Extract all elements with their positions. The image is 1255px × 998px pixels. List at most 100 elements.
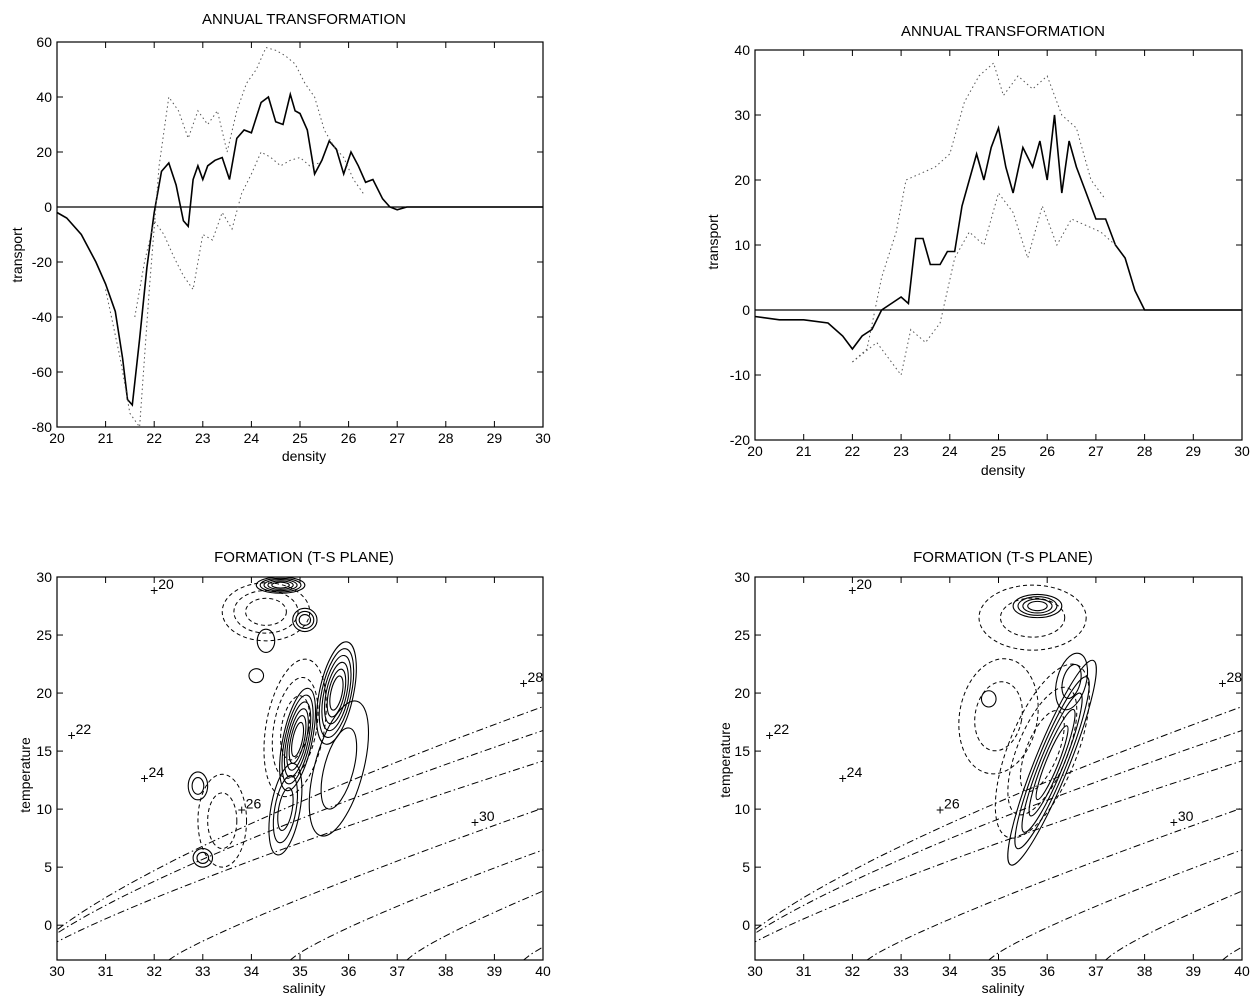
panel-4-title: FORMATION (T-S PLANE): [913, 549, 1093, 566]
positive-formation-contour: [1027, 600, 1048, 612]
x-tick-label: 29: [487, 430, 503, 446]
x-tick-label: 33: [893, 963, 909, 979]
x-tick-label: 22: [146, 430, 162, 446]
x-tick-label: 33: [195, 963, 211, 979]
positive-formation-contour: [1014, 676, 1090, 850]
y-tick-label: 20: [36, 685, 52, 701]
isopycnal-label: 24: [148, 764, 164, 780]
panel-3-xlabel: salinity: [283, 980, 326, 996]
x-tick-label: 26: [1039, 443, 1055, 459]
isopycnal-marker: +: [238, 801, 246, 817]
x-tick-label: 30: [535, 430, 551, 446]
isopycnal-marker: +: [839, 770, 847, 786]
negative-formation-contour: [978, 584, 1087, 651]
isopycnal-marker: +: [150, 582, 158, 598]
positive-formation-contour: [1035, 725, 1069, 801]
isopycnal-marker: +: [848, 582, 856, 598]
positive-formation-contour: [298, 613, 312, 626]
isopycnal-label: 22: [76, 721, 92, 737]
isopycnal-line: [168, 807, 543, 960]
isopycnal-line: [57, 760, 543, 943]
x-tick-label: 24: [942, 443, 958, 459]
isopycnal-label: 26: [944, 795, 960, 811]
x-tick-label: 20: [747, 443, 763, 459]
negative-formation-contour: [280, 695, 311, 761]
x-tick-label: 38: [438, 963, 454, 979]
isopycnal-label: 26: [246, 795, 262, 811]
y-tick-label: -20: [730, 432, 750, 448]
x-tick-label: 23: [195, 430, 211, 446]
negative-formation-contour: [197, 773, 248, 868]
positive-formation-contour: [187, 771, 209, 801]
y-tick-label: 20: [734, 685, 750, 701]
positive-formation-contour: [191, 777, 205, 795]
isopycnal-line: [1105, 890, 1242, 960]
x-tick-label: 36: [1039, 963, 1055, 979]
isopycnal-line: [289, 849, 543, 960]
y-tick-label: 15: [36, 743, 52, 759]
isopycnal-marker: +: [1218, 675, 1226, 691]
x-tick-label: 40: [1234, 963, 1250, 979]
y-tick-label: 25: [36, 627, 52, 643]
positive-formation-contour: [1012, 593, 1063, 619]
positive-formation-contour: [1007, 659, 1097, 866]
isopycnal-marker: +: [766, 727, 774, 743]
panel-1-axes: 20 21 22 23 24 25 26 27 28 29 30 -80 -60 -40 -20 0 20 40 6…: [32, 34, 551, 446]
y-tick-label: -40: [32, 309, 52, 325]
positive-formation-contour: [281, 694, 314, 785]
positive-formation-contour: [279, 687, 317, 792]
y-tick-label: 0: [44, 199, 52, 215]
y-tick-label: 0: [742, 302, 750, 318]
positive-formation-contour: [268, 762, 303, 856]
x-tick-label: 36: [341, 963, 357, 979]
x-tick-label: 24: [244, 430, 260, 446]
positive-formation-contour: [980, 690, 997, 708]
x-tick-label: 20: [49, 430, 65, 446]
isopycnal-line: [755, 729, 1242, 934]
positive-formation-contour: [263, 579, 298, 592]
x-tick-label: 21: [796, 443, 812, 459]
positive-formation-contour: [272, 774, 299, 844]
positive-formation-contour: [1055, 652, 1089, 711]
positive-formation-contour: [259, 577, 302, 593]
positive-formation-contour: [329, 675, 344, 711]
x-tick-label: 31: [796, 963, 812, 979]
x-tick-label: 37: [1088, 963, 1104, 979]
x-tick-label: 35: [292, 963, 308, 979]
isopycnal-label: 30: [479, 808, 495, 824]
x-tick-label: 23: [893, 443, 909, 459]
negative-formation-contour: [221, 582, 311, 642]
positive-formation-contour: [277, 787, 294, 832]
panel-3-ylabel: temperature: [17, 737, 33, 813]
x-tick-label: 37: [389, 963, 405, 979]
panel-2-xlabel: density: [981, 462, 1025, 478]
positive-formation-contour: [1017, 596, 1058, 616]
isopycnal-label: 20: [856, 576, 872, 592]
x-tick-label: 26: [341, 430, 357, 446]
plot-layer: 20 21 22 23 24 25 26 27 28 29 30 -80 -60 -40 -20 0 20 40 6…: [32, 34, 1250, 979]
isopycnal-label: 28: [1227, 669, 1243, 685]
panel-1-title: ANNUAL TRANSFORMATION: [202, 11, 406, 28]
x-tick-label: 27: [389, 430, 405, 446]
dotted-series-line: [852, 62, 1107, 363]
isopycnal-marker: +: [140, 770, 148, 786]
isopycnal-marker: +: [519, 675, 527, 691]
y-tick-label: 40: [734, 42, 750, 58]
negative-formation-contour: [207, 792, 238, 850]
isopycnal-line: [755, 760, 1242, 943]
y-tick-label: 10: [36, 801, 52, 817]
y-tick-label: -20: [32, 254, 52, 270]
contour-layer: [57, 577, 543, 960]
y-tick-label: 15: [734, 743, 750, 759]
y-tick-label: 10: [734, 237, 750, 253]
y-tick-label: 30: [36, 569, 52, 585]
x-tick-label: 25: [292, 430, 308, 446]
panel-4-xlabel: salinity: [982, 980, 1025, 996]
plot-frame: [56, 41, 544, 428]
x-tick-label: 32: [845, 963, 861, 979]
positive-formation-contour: [321, 654, 352, 732]
plot-frame: [754, 49, 1243, 441]
x-tick-label: 38: [1137, 963, 1153, 979]
